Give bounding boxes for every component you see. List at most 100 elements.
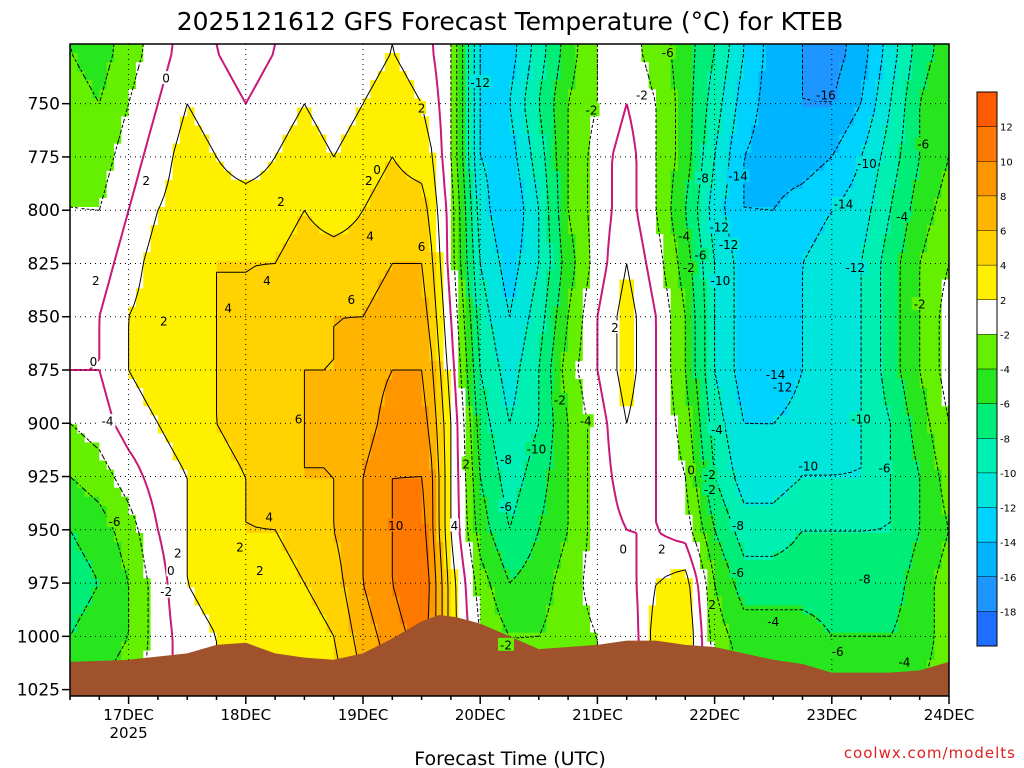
temp-cell — [729, 80, 738, 90]
temp-cell — [912, 270, 921, 281]
temp-cell — [868, 207, 877, 217]
temp-cell — [363, 333, 371, 344]
temp-cell — [77, 170, 86, 181]
temp-cell — [941, 125, 949, 136]
temp-cell — [194, 143, 203, 154]
temp-cell — [897, 342, 906, 353]
temp-cell — [333, 333, 342, 344]
temp-cell — [297, 98, 305, 108]
temp-cell — [465, 306, 474, 317]
temp-cell — [773, 252, 782, 262]
temp-cell — [84, 234, 93, 244]
temp-cell — [502, 134, 511, 145]
temp-cell — [113, 89, 122, 99]
temp-cell — [802, 406, 811, 416]
temp-cell — [919, 279, 928, 290]
temp-cell — [363, 44, 371, 54]
temp-cell — [84, 379, 93, 389]
temp-cell — [546, 270, 555, 281]
temp-cell — [121, 243, 130, 253]
temp-cell — [428, 270, 437, 281]
temp-cell — [70, 306, 78, 317]
temp-cell — [216, 261, 225, 271]
temp-cell — [128, 297, 137, 308]
temp-cell — [311, 388, 320, 398]
temp-cell — [619, 297, 628, 308]
temp-cell — [297, 397, 305, 407]
temp-cell — [231, 134, 240, 145]
temp-cell — [406, 44, 415, 54]
temp-cell — [912, 288, 921, 299]
temp-cell — [355, 44, 364, 54]
temp-cell — [253, 261, 262, 271]
temp-cell — [458, 270, 467, 281]
temp-cell — [582, 360, 591, 371]
temp-cell — [348, 116, 357, 127]
temp-cell — [384, 315, 393, 326]
temp-cell — [648, 225, 657, 235]
temp-cell — [187, 252, 196, 262]
temp-cell — [370, 397, 379, 407]
temp-cell — [260, 342, 269, 353]
temp-cell — [84, 388, 93, 398]
temp-cell — [297, 170, 305, 181]
temp-cell — [165, 53, 174, 63]
temp-cell — [758, 333, 767, 344]
temp-cell — [677, 179, 686, 190]
temp-cell — [787, 406, 796, 416]
temp-cell — [113, 125, 122, 136]
temp-cell — [743, 360, 752, 371]
temp-cell — [392, 360, 401, 371]
temp-cell — [619, 388, 628, 398]
temp-cell — [729, 379, 738, 389]
temp-cell — [817, 107, 826, 118]
temp-cell — [494, 161, 503, 172]
temp-cell — [802, 197, 811, 208]
temp-cell — [77, 315, 86, 326]
temp-cell — [480, 351, 489, 362]
temp-cell — [692, 62, 701, 72]
temp-cell — [465, 297, 474, 308]
temp-cell — [560, 170, 569, 181]
temp-cell — [267, 62, 276, 72]
temp-cell — [839, 288, 848, 299]
temp-cell — [172, 351, 181, 362]
temp-cell — [421, 406, 430, 416]
temp-cell — [253, 161, 262, 172]
temp-cell — [333, 44, 342, 54]
temp-cell — [450, 71, 459, 81]
temp-cell — [472, 406, 481, 416]
temp-cell — [472, 397, 481, 407]
temp-cell — [692, 107, 701, 118]
temp-cell — [487, 188, 496, 199]
temp-cell — [729, 207, 738, 217]
temp-cell — [348, 351, 357, 362]
temp-cell — [370, 406, 379, 416]
temp-cell — [253, 125, 262, 136]
temp-cell — [912, 279, 921, 290]
temp-cell — [516, 333, 525, 344]
temp-cell — [113, 234, 122, 244]
temp-cell — [861, 62, 870, 72]
temp-cell — [890, 143, 899, 154]
temp-cell — [809, 62, 818, 72]
temp-cell — [795, 170, 804, 181]
temp-cell — [231, 270, 240, 281]
temp-cell — [363, 379, 371, 389]
temp-cell — [231, 261, 240, 271]
temp-cell — [934, 188, 943, 199]
temp-cell — [846, 351, 855, 362]
temp-cell — [927, 279, 935, 290]
temp-cell — [626, 333, 635, 344]
temp-cell — [399, 279, 408, 290]
temp-cell — [612, 44, 620, 54]
temp-cell — [128, 279, 137, 290]
temp-cell — [670, 370, 679, 380]
temp-cell — [524, 107, 533, 118]
temp-cell — [634, 225, 642, 235]
temp-cell — [729, 98, 738, 108]
temp-cell — [597, 370, 606, 380]
temp-cell — [560, 379, 569, 389]
temp-cell — [150, 388, 159, 398]
temp-cell — [172, 288, 181, 299]
